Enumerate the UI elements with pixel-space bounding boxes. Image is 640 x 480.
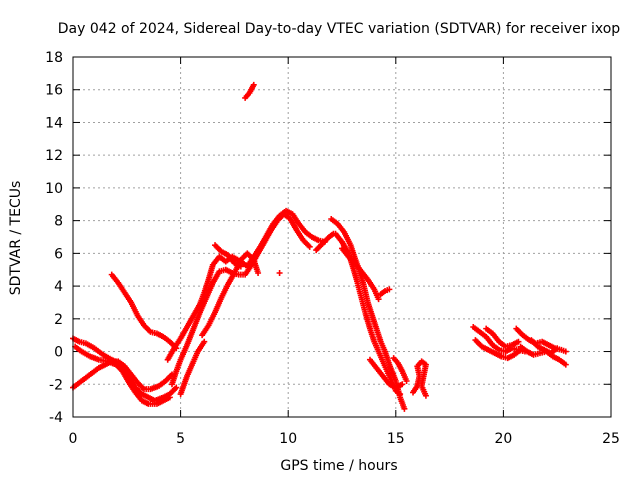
data-point-plus [515, 338, 522, 345]
data-point-plus [403, 378, 410, 384]
data-point-plus [554, 345, 561, 352]
y-tick-label: 18 [45, 50, 63, 66]
data-point-plus [173, 384, 180, 391]
data-point-plus [422, 392, 429, 399]
data-point-plus [166, 394, 173, 401]
y-axis-label: SDTVAR / TECUs [8, 181, 24, 296]
y-tick-label: 12 [45, 148, 63, 164]
data-point-plus [201, 338, 208, 345]
x-tick-label: 5 [176, 431, 185, 447]
y-tick-label: 8 [54, 214, 63, 230]
data-point-plus [306, 243, 313, 250]
data-points [70, 81, 569, 412]
x-axis-label: GPS time / hours [280, 458, 397, 474]
y-tick-label: -2 [49, 377, 63, 393]
data-point-plus [375, 296, 382, 303]
x-tick-label: 20 [494, 431, 512, 447]
y-tick-label: 14 [45, 115, 63, 131]
y-tick-label: 2 [54, 312, 63, 328]
x-tick-label: 10 [279, 431, 297, 447]
x-tick-label: 15 [387, 431, 405, 447]
y-tick-label: -4 [49, 410, 63, 426]
data-point-plus [276, 270, 283, 276]
x-tick-label: 25 [602, 431, 620, 447]
chart-title: Day 042 of 2024, Sidereal Day-to-day VTE… [58, 21, 621, 37]
y-tick-label: 0 [54, 345, 63, 361]
data-point-plus [250, 81, 257, 88]
data-point-plus [397, 391, 404, 398]
data-point-plus [237, 263, 244, 270]
data-point-plus [399, 381, 406, 388]
data-point-plus [401, 405, 408, 412]
y-tick-label: 6 [54, 246, 63, 262]
data-point-plus [562, 348, 569, 355]
x-tick-label: 0 [69, 431, 78, 447]
y-tick-label: 10 [45, 181, 63, 197]
data-point-plus [562, 361, 569, 368]
y-tick-label: 4 [54, 279, 63, 295]
plot-frame [72, 56, 612, 418]
y-tick-label: 16 [45, 83, 63, 99]
data-point-plus [255, 270, 262, 276]
data-point-plus [386, 286, 393, 293]
